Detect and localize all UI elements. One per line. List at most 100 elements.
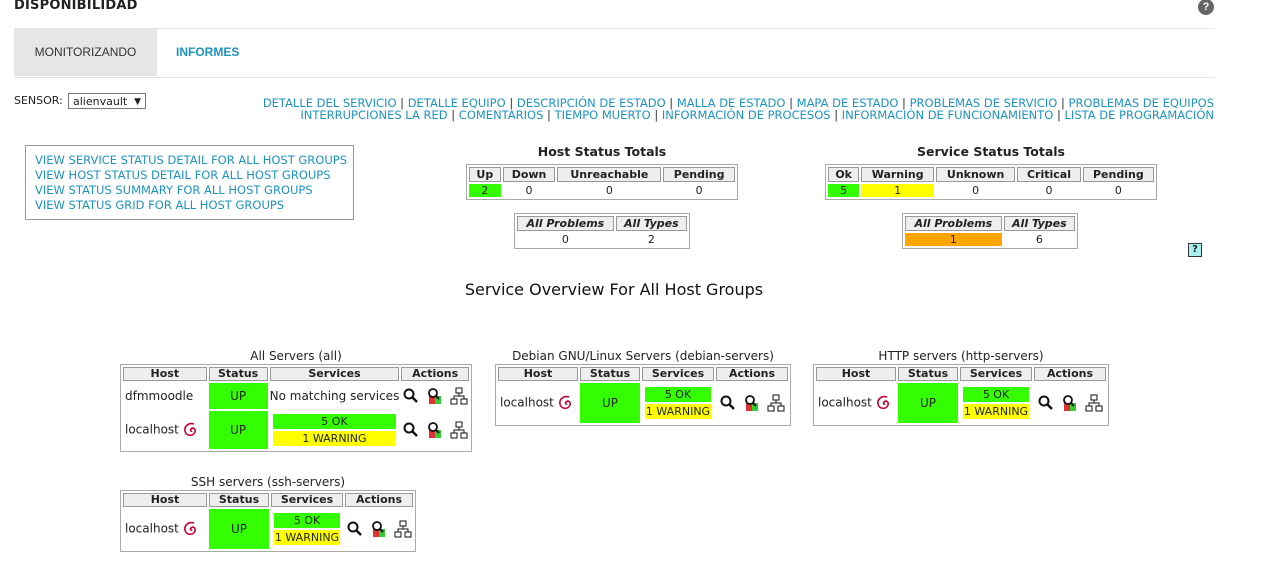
magnifier-icon[interactable]: [402, 387, 420, 405]
services-warning[interactable]: 1 WARNING: [963, 404, 1029, 419]
tab-informes[interactable]: INFORMES: [176, 45, 240, 59]
header-pending[interactable]: Pending: [663, 167, 735, 182]
header-pending[interactable]: Pending: [1082, 167, 1154, 182]
status-map-icon[interactable]: [450, 421, 468, 439]
quick-links-box: VIEW SERVICE STATUS DETAIL FOR ALL HOST …: [25, 145, 354, 220]
services-ok[interactable]: 5 OK: [272, 414, 397, 429]
sensor-select-value: alienvault: [73, 95, 128, 108]
service-detail-icon[interactable]: [370, 520, 388, 538]
header-up[interactable]: Up: [469, 167, 501, 182]
header-host: Host: [123, 367, 207, 381]
host-name[interactable]: localhost: [123, 411, 207, 449]
link-status-grid[interactable]: VIEW STATUS GRID FOR ALL HOST GROUPS: [35, 198, 285, 212]
nav-link[interactable]: MAPA DE ESTADO: [796, 96, 899, 110]
status-badge[interactable]: UP: [208, 411, 268, 449]
magnifier-icon[interactable]: [402, 421, 420, 439]
status-map-icon[interactable]: [394, 520, 412, 538]
debian-swirl-icon: [183, 422, 196, 437]
status-map-icon[interactable]: [767, 394, 785, 412]
nav-link[interactable]: PROBLEMAS DE EQUIPOS: [1068, 96, 1214, 110]
status-badge[interactable]: UP: [208, 383, 268, 409]
header-actions: Actions: [401, 367, 469, 381]
nav-link[interactable]: DETALLE EQUIPO: [407, 96, 506, 110]
services-warning[interactable]: 1 WARNING: [272, 431, 397, 446]
host-name[interactable]: localhost: [816, 383, 896, 423]
header-unreachable[interactable]: Unreachable: [557, 167, 662, 182]
link-separator: |: [650, 108, 662, 122]
services-warning[interactable]: 1 WARNING: [274, 530, 340, 545]
service-detail-icon[interactable]: [743, 394, 761, 412]
nav-link[interactable]: INTERRUPCIONES LA RED: [300, 108, 448, 122]
header-services: Services: [642, 367, 714, 381]
group-title[interactable]: SSH servers (ssh-servers): [190, 475, 346, 489]
host-name[interactable]: dfmmoodle: [125, 389, 194, 403]
magnifier-icon[interactable]: [1037, 394, 1055, 412]
group-table-debian: Host Status Services Actions localhost U…: [495, 364, 791, 426]
header-all-problems[interactable]: All Problems: [905, 216, 1002, 231]
nav-link[interactable]: COMENTARIOS: [458, 108, 544, 122]
header-services: Services: [960, 367, 1032, 381]
host-summary-table: All Problems All Types 0 2: [514, 213, 690, 249]
nav-link[interactable]: DETALLE DEL SERVICIO: [262, 96, 397, 110]
header-ok[interactable]: Ok: [828, 167, 860, 182]
nav-link[interactable]: TIEMPO MUERTO: [554, 108, 651, 122]
status-badge[interactable]: UP: [898, 383, 958, 423]
group-title[interactable]: Debian GNU/Linux Servers (debian-servers…: [512, 349, 774, 363]
sensor-select[interactable]: alienvault ▼: [68, 93, 146, 109]
services-warning[interactable]: 1 WARNING: [645, 404, 711, 419]
services-ok[interactable]: 5 OK: [274, 513, 340, 528]
service-detail-icon[interactable]: [426, 421, 444, 439]
header-warning[interactable]: Warning: [861, 167, 935, 182]
magnifier-icon[interactable]: [346, 520, 364, 538]
services-ok[interactable]: 5 OK: [645, 387, 711, 402]
nav-link[interactable]: DESCRIPCIÓN DE ESTADO: [516, 96, 666, 110]
nav-link[interactable]: LISTA DE PROGRAMACIÓN: [1064, 108, 1214, 122]
debian-swirl-icon: [876, 395, 889, 410]
header-critical[interactable]: Critical: [1017, 167, 1081, 182]
service-detail-icon[interactable]: [426, 387, 444, 405]
context-help-icon[interactable]: ?: [1188, 243, 1202, 257]
link-host-status-detail[interactable]: VIEW HOST STATUS DETAIL FOR ALL HOST GRO…: [35, 168, 331, 182]
actions-cell: [1034, 383, 1106, 423]
actions-cell: [716, 383, 788, 423]
header-actions: Actions: [716, 367, 788, 381]
nav-link[interactable]: INFORMACIÓN DE FUNCIONAMIENTO: [841, 108, 1054, 122]
header-down[interactable]: Down: [502, 167, 556, 182]
nav-links-row-2: INTERRUPCIONES LA RED | COMENTARIOS | TI…: [300, 109, 1214, 121]
header-status: Status: [208, 367, 268, 381]
group-title[interactable]: HTTP servers (http-servers): [878, 349, 1044, 363]
service-pending-count: 0: [1114, 184, 1122, 197]
status-badge[interactable]: UP: [580, 383, 640, 423]
header-all-types[interactable]: All Types: [1003, 216, 1075, 231]
header-services: Services: [269, 367, 400, 381]
header-all-problems[interactable]: All Problems: [517, 216, 614, 231]
divider: [14, 77, 1214, 78]
link-service-status-detail[interactable]: VIEW SERVICE STATUS DETAIL FOR ALL HOST …: [35, 153, 347, 167]
service-types-count: 6: [1035, 233, 1043, 246]
header-status: Status: [209, 493, 269, 507]
status-map-icon[interactable]: [1085, 394, 1103, 412]
link-status-summary[interactable]: VIEW STATUS SUMMARY FOR ALL HOST GROUPS: [35, 183, 313, 197]
status-badge[interactable]: UP: [209, 509, 269, 549]
nav-link[interactable]: PROBLEMAS DE SERVICIO: [909, 96, 1058, 110]
help-icon[interactable]: ?: [1198, 0, 1214, 15]
nav-link[interactable]: MALLA DE ESTADO: [676, 96, 786, 110]
magnifier-icon[interactable]: [719, 394, 737, 412]
link-separator: |: [898, 96, 910, 110]
services-cell: 5 OK 1 WARNING: [960, 383, 1032, 423]
header-all-types[interactable]: All Types: [615, 216, 687, 231]
nav-link[interactable]: INFORMACIÓN DE PROCESOS: [661, 108, 831, 122]
header-unknown[interactable]: Unknown: [936, 167, 1016, 182]
service-detail-icon[interactable]: [1061, 394, 1079, 412]
services-cell: 5 OK 1 WARNING: [271, 509, 343, 549]
host-name[interactable]: localhost: [123, 509, 207, 549]
service-warning-count: 1: [861, 184, 935, 197]
dropdown-arrow-icon: ▼: [134, 97, 141, 107]
header-services: Services: [271, 493, 343, 507]
group-title[interactable]: All Servers (all): [250, 349, 342, 363]
tab-monitorizando[interactable]: MONITORIZANDO: [14, 29, 157, 76]
status-map-icon[interactable]: [450, 387, 468, 405]
host-name[interactable]: localhost: [498, 383, 578, 423]
divider: [14, 28, 1214, 29]
services-ok[interactable]: 5 OK: [963, 387, 1029, 402]
